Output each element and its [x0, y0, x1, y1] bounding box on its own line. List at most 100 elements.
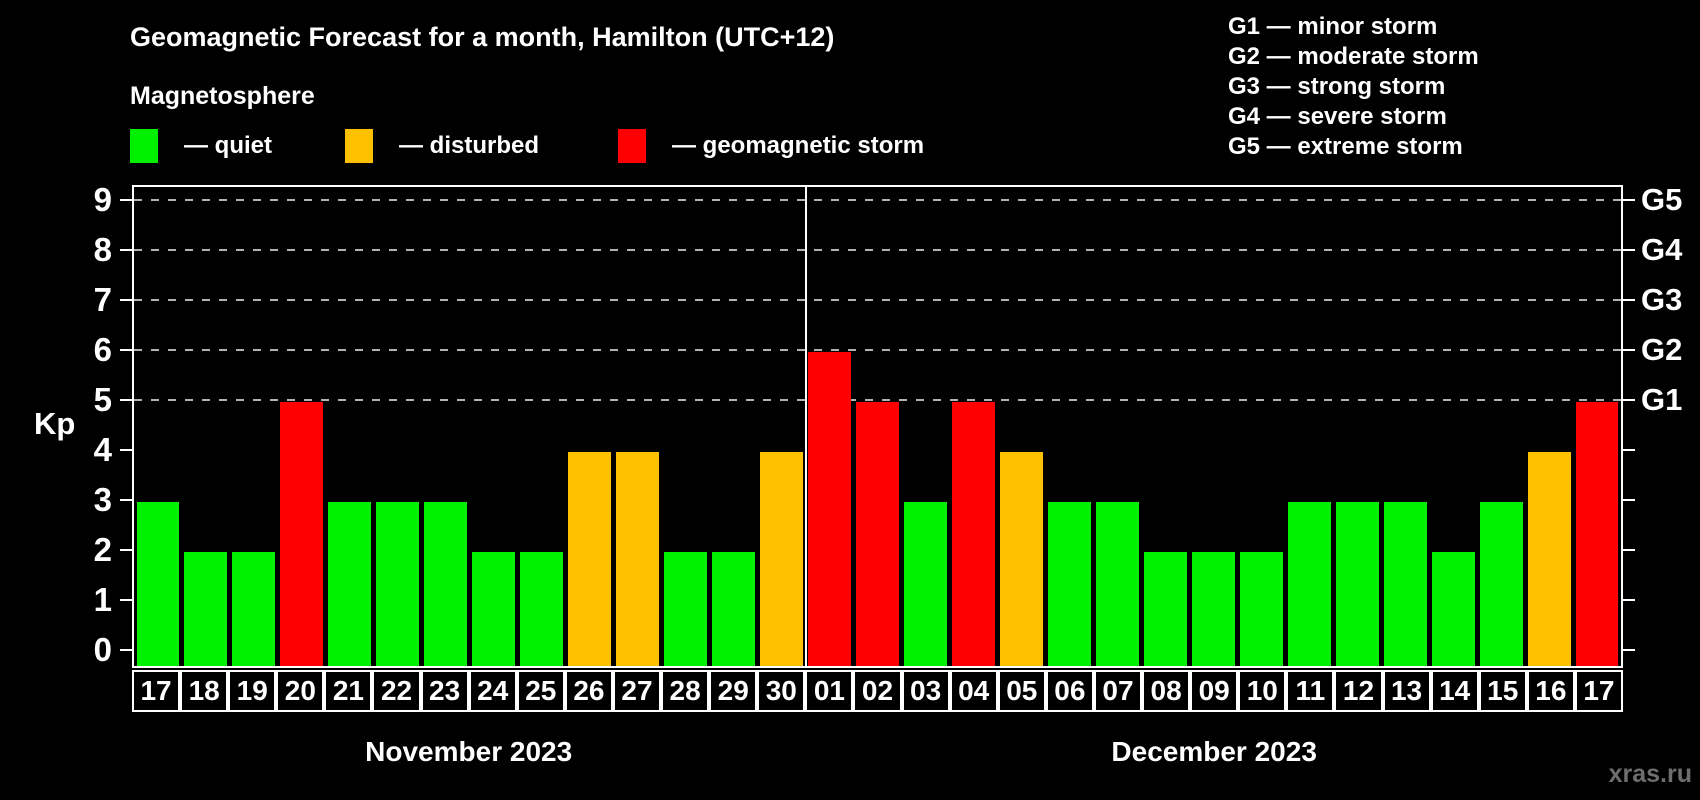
right-axis-tick: [1623, 249, 1635, 251]
date-box: 23: [420, 670, 469, 712]
plot-area: [132, 185, 1623, 668]
date-box: 20: [276, 670, 325, 712]
gridline-kp9: [134, 199, 1621, 201]
y-tick-label: 3: [93, 481, 112, 518]
kp-bar: [760, 452, 804, 666]
kp-bar: [903, 502, 947, 666]
date-box: 19: [228, 670, 277, 712]
kp-bar: [1479, 502, 1523, 666]
y-axis-tick: [120, 499, 132, 501]
date-box: 04: [949, 670, 998, 712]
y-tick-label: 0: [93, 631, 112, 668]
kp-bar: [1335, 502, 1379, 666]
y-axis-title: Kp: [34, 406, 76, 441]
kp-bar: [1143, 552, 1187, 666]
date-box: 10: [1238, 670, 1287, 712]
magnetosphere-label: Magnetosphere: [130, 82, 315, 110]
right-axis-tick: [1623, 349, 1635, 351]
g-level-label: G4: [1641, 232, 1683, 267]
kp-bar: [328, 502, 372, 666]
kp-bar: [616, 452, 660, 666]
date-box: 22: [372, 670, 421, 712]
legend-item-quiet: — quiet: [130, 128, 272, 164]
legend-label: — geomagnetic storm: [672, 132, 925, 159]
kp-bar: [712, 552, 756, 666]
y-tick-label: 2: [93, 531, 112, 568]
kp-bar: [136, 502, 180, 666]
date-box: 27: [612, 670, 662, 712]
kp-bar: [808, 352, 851, 666]
date-box: 01: [805, 670, 854, 712]
kp-bar: [1287, 502, 1331, 666]
right-axis-tick: [1623, 499, 1635, 501]
date-box: 11: [1286, 670, 1335, 712]
kp-bar: [1383, 502, 1427, 666]
y-tick-label: 6: [93, 331, 112, 368]
date-box: 24: [468, 670, 517, 712]
y-tick-label: 9: [93, 181, 112, 218]
g-level-label: G3: [1641, 282, 1683, 317]
right-axis-tick: [1623, 449, 1635, 451]
legend-label: — disturbed: [399, 132, 540, 159]
kp-bar: [1239, 552, 1283, 666]
quiet-color-swatch: [130, 129, 158, 163]
kp-bar: [472, 552, 516, 666]
legend-label: — quiet: [184, 132, 272, 159]
y-axis-tick: [120, 449, 132, 451]
date-box: 07: [1093, 670, 1143, 712]
right-axis-tick: [1623, 399, 1635, 401]
y-axis-tick: [120, 199, 132, 201]
month-label-november: November 2023: [365, 736, 573, 767]
g-legend-line: G1 — minor storm: [1228, 13, 1438, 40]
y-tick-label: 4: [93, 431, 112, 468]
right-axis-tick: [1623, 649, 1635, 651]
month-label-december: December 2023: [1111, 736, 1317, 767]
kp-bar: [232, 552, 276, 666]
date-box: 14: [1430, 670, 1479, 712]
date-box: 29: [709, 670, 758, 712]
y-tick-label: 5: [93, 381, 112, 418]
date-box: 15: [1478, 670, 1527, 712]
legend-item-storm: — geomagnetic storm: [618, 128, 924, 164]
gridline-kp6: [134, 349, 1621, 351]
date-box: 17: [132, 670, 181, 712]
gridline-kp5: [134, 399, 1621, 401]
kp-bar: [1095, 502, 1139, 666]
gridline-kp7: [134, 299, 1621, 301]
y-axis-tick: [120, 299, 132, 301]
g-legend-line: G2 — moderate storm: [1228, 43, 1479, 70]
y-axis-tick: [120, 349, 132, 351]
g-level-label: G5: [1641, 182, 1683, 217]
date-box: 08: [1142, 670, 1191, 712]
y-tick-label: 7: [93, 281, 112, 318]
kp-bar: [664, 552, 708, 666]
kp-bar: [1191, 552, 1235, 666]
gridline-kp8: [134, 249, 1621, 251]
chart-title: Geomagnetic Forecast for a month, Hamilt…: [130, 22, 835, 52]
kp-bar: [999, 452, 1043, 666]
disturbed-color-swatch: [345, 129, 373, 163]
right-axis-tick: [1623, 299, 1635, 301]
date-box: 16: [1526, 670, 1575, 712]
date-box: 09: [1190, 670, 1239, 712]
y-axis-tick: [120, 249, 132, 251]
g-legend-line: G5 — extreme storm: [1228, 133, 1463, 160]
date-box: 30: [757, 670, 806, 712]
kp-bar: [424, 502, 468, 666]
kp-bar: [520, 552, 564, 666]
g-legend-line: G4 — severe storm: [1228, 103, 1447, 130]
date-box: 06: [1045, 670, 1094, 712]
right-axis-tick: [1623, 599, 1635, 601]
kp-bar: [856, 402, 899, 666]
date-box: 21: [324, 670, 373, 712]
storm-color-swatch: [618, 129, 646, 163]
date-box: 02: [853, 670, 902, 712]
kp-bar: [376, 502, 420, 666]
kp-bar: [1527, 452, 1571, 666]
y-tick-label: 8: [93, 231, 112, 268]
kp-bar: [951, 402, 995, 666]
y-axis-tick: [120, 649, 132, 651]
g-level-label: G2: [1641, 332, 1683, 367]
g-scale-legend: G1 — minor storm G2 — moderate storm G3 …: [1228, 12, 1479, 162]
